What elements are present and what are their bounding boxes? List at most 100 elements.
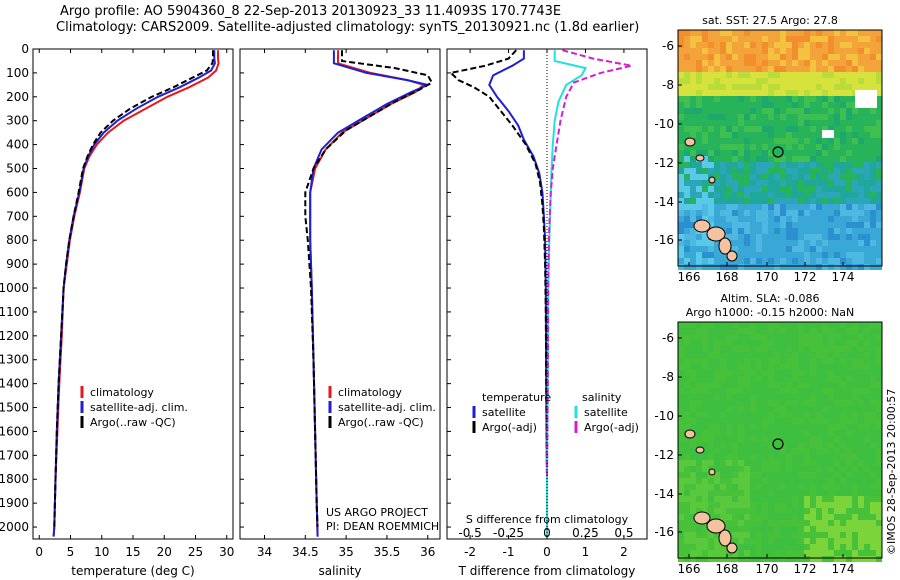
- map-cell: [876, 550, 882, 556]
- map-cell: [786, 526, 792, 532]
- map-cell: [798, 532, 804, 538]
- map-cell: [792, 162, 798, 168]
- map-cell: [876, 478, 882, 484]
- map-cell: [768, 54, 774, 60]
- map-cell: [834, 162, 840, 168]
- map-cell: [846, 448, 852, 454]
- map-cell: [834, 252, 840, 258]
- map-cell: [780, 382, 786, 388]
- map-cell: [726, 180, 732, 186]
- map-cell: [852, 478, 858, 484]
- map-cell: [828, 252, 834, 258]
- map-cell: [810, 144, 816, 150]
- map-cell: [690, 264, 696, 270]
- title-line-2: Climatology: CARS2009. Satellite-adjuste…: [56, 20, 640, 35]
- map-cell: [810, 156, 816, 162]
- map-cell: [792, 78, 798, 84]
- map-cell: [846, 484, 852, 490]
- map-cell: [792, 156, 798, 162]
- map-cell: [864, 72, 870, 78]
- map-cell: [732, 484, 738, 490]
- map-cell: [840, 394, 846, 400]
- map-cell: [690, 346, 696, 352]
- map-cell: [732, 556, 738, 562]
- map-cell: [870, 328, 876, 334]
- map-cell: [792, 108, 798, 114]
- map-cell: [846, 90, 852, 96]
- map-cell: [702, 484, 708, 490]
- map-cell: [798, 228, 804, 234]
- map-cell: [720, 442, 726, 448]
- map-cell: [690, 418, 696, 424]
- map-cell: [780, 114, 786, 120]
- map-cell: [684, 340, 690, 346]
- map-cell: [852, 376, 858, 382]
- map-cell: [756, 186, 762, 192]
- map-cell: [816, 526, 822, 532]
- map-cell: [762, 90, 768, 96]
- map-cell: [828, 460, 834, 466]
- map-cell: [678, 138, 684, 144]
- map-cell: [768, 526, 774, 532]
- map-cell: [702, 84, 708, 90]
- map-cell: [738, 514, 744, 520]
- map-cell: [720, 258, 726, 264]
- map-cell: [744, 520, 750, 526]
- map-cell: [816, 36, 822, 42]
- map-cell: [708, 66, 714, 72]
- map-cell: [864, 234, 870, 240]
- map-cell: [852, 388, 858, 394]
- map-cell: [828, 334, 834, 340]
- map-cell: [858, 216, 864, 222]
- map-cell: [864, 532, 870, 538]
- map-cell: [684, 36, 690, 42]
- map-cell: [858, 258, 864, 264]
- map-cell: [762, 520, 768, 526]
- map-cell: [810, 352, 816, 358]
- map-cell: [774, 228, 780, 234]
- map-cell: [846, 162, 852, 168]
- map-cell: [864, 54, 870, 60]
- map-cell: [744, 346, 750, 352]
- map-cell: [726, 478, 732, 484]
- map-cell: [750, 222, 756, 228]
- map-cell: [864, 126, 870, 132]
- map-cell: [834, 400, 840, 406]
- map-cell: [774, 502, 780, 508]
- map-cell: [756, 156, 762, 162]
- map-cell: [810, 430, 816, 436]
- map-cell: [798, 478, 804, 484]
- map-cell: [774, 252, 780, 258]
- map-cell: [834, 436, 840, 442]
- map-cell: [684, 418, 690, 424]
- map-cell: [816, 204, 822, 210]
- map-cell: [816, 448, 822, 454]
- map-cell: [768, 538, 774, 544]
- map-cell: [714, 204, 720, 210]
- map-cell: [684, 526, 690, 532]
- map-cell: [750, 520, 756, 526]
- map-cell: [678, 48, 684, 54]
- map-cell: [864, 180, 870, 186]
- map-cell: [810, 66, 816, 72]
- map-cell: [792, 334, 798, 340]
- map-cell: [780, 340, 786, 346]
- map-cell: [756, 36, 762, 42]
- map-cell: [762, 60, 768, 66]
- map-cell: [768, 502, 774, 508]
- map-cell: [834, 322, 840, 328]
- map-cell: [678, 168, 684, 174]
- map-cell: [768, 120, 774, 126]
- depth-tick-label: 1300: [0, 353, 29, 367]
- map-cell: [828, 340, 834, 346]
- map-cell: [810, 484, 816, 490]
- map-cell: [732, 472, 738, 478]
- map-cell: [828, 328, 834, 334]
- map-cell: [834, 120, 840, 126]
- map-cell: [708, 328, 714, 334]
- map-cell: [870, 204, 876, 210]
- map-cell: [792, 550, 798, 556]
- map-cell: [702, 216, 708, 222]
- map-cell: [744, 352, 750, 358]
- map-cell: [864, 108, 870, 114]
